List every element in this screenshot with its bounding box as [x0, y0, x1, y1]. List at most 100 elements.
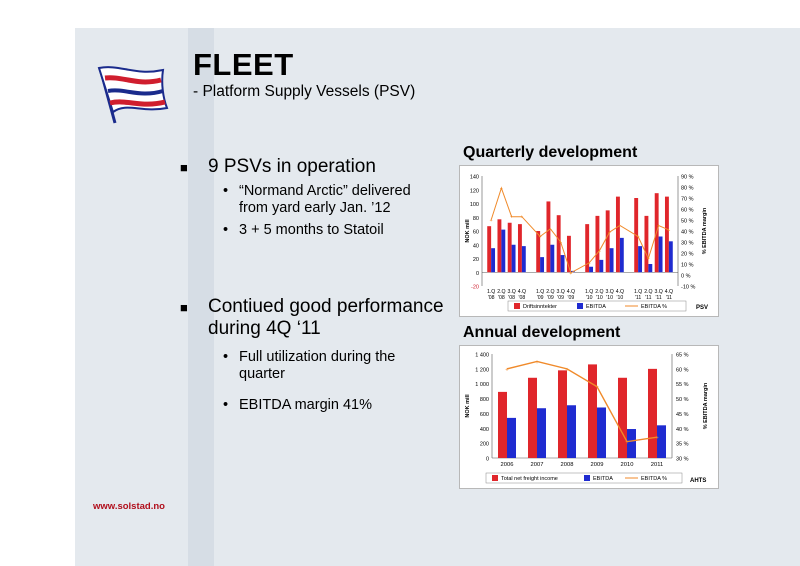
- ebitda-margin-point: +: [510, 215, 513, 221]
- y-tick-label: 200: [480, 442, 489, 448]
- ebitda-margin-line: [506, 360, 658, 443]
- x-tick-label: 1.Q: [536, 289, 544, 295]
- y-axis-label: NOK mill: [465, 394, 471, 418]
- y-tick-label: 20: [473, 257, 479, 263]
- ebitda-bar: [619, 237, 624, 273]
- x-tick-label: 3.Q: [507, 289, 515, 295]
- x-tick-label: '10: [616, 295, 623, 301]
- legend-label: Driftsinntekter: [523, 304, 557, 310]
- y2-tick-label: 70 %: [681, 197, 694, 203]
- ebitda-margin-point: +: [505, 367, 509, 373]
- bullet-dot-icon: •: [223, 349, 229, 365]
- sub-bullet-text: EBITDA margin 41%: [239, 397, 372, 413]
- y-tick-label: 400: [480, 427, 489, 433]
- legend-box: [507, 300, 687, 312]
- x-tick-label: 2.Q: [497, 289, 505, 295]
- ebitda-bar: [521, 246, 526, 273]
- legend-swatch-ebitda: [577, 303, 583, 309]
- x-tick-label: 2006: [501, 462, 514, 468]
- legend-label: EBITDA %: [641, 476, 667, 482]
- x-tick-label: '11: [645, 295, 651, 301]
- sub-bullet-text: Full utilization during the: [239, 349, 396, 365]
- x-tick-label: 1.Q: [634, 289, 642, 295]
- x-tick-label: '09: [547, 295, 554, 301]
- ebitda-margin-point: +: [565, 367, 569, 373]
- ebitda-margin-point: +: [655, 436, 659, 442]
- ebitda-bar: [511, 244, 516, 273]
- x-tick-label: '10: [596, 295, 603, 301]
- sub-bullet-text: “Normand Arctic” delivered: [239, 183, 411, 199]
- slide-subtitle: - Platform Supply Vessels (PSV): [193, 83, 416, 100]
- revenue-bar: [528, 377, 537, 458]
- y2-tick-label: 10 %: [681, 263, 694, 269]
- ebitda-bar: [627, 429, 636, 458]
- legend-label: Total net freight income: [501, 476, 558, 482]
- ebitda-bar: [609, 248, 614, 273]
- revenue-bar: [648, 368, 657, 458]
- ebitda-margin-point: +: [539, 235, 542, 241]
- bullet-dot-icon: •: [223, 183, 229, 199]
- y-tick-label: 1 000: [475, 382, 489, 388]
- y-tick-label: 100: [470, 202, 479, 208]
- y-tick-label: 0: [486, 457, 489, 463]
- revenue-bar: [618, 377, 627, 458]
- flag-logo-graphic: [97, 66, 169, 124]
- x-tick-label: 1.Q: [487, 289, 495, 295]
- bullet-square-icon: ■: [180, 300, 188, 315]
- revenue-bar: [566, 235, 571, 273]
- ebitda-margin-point: +: [520, 215, 523, 221]
- legend-swatch-revenue: [514, 303, 520, 309]
- y-tick-label: -20: [471, 285, 479, 291]
- revenue-bar: [507, 222, 512, 273]
- ebitda-margin-point: +: [500, 186, 503, 192]
- bullet-text: 9 PSVs in operation: [208, 156, 376, 177]
- annual-chart: 1 400 1 200 1 000 800 600 400 200 0 65 % 60 % 55 %…: [459, 345, 719, 489]
- x-tick-label: 3.Q: [556, 289, 564, 295]
- y-tick-label: 1 400: [475, 353, 489, 359]
- ebitda-margin-line: [490, 186, 670, 274]
- x-tick-label: 2.Q: [546, 289, 554, 295]
- y2-tick-label: 50 %: [681, 219, 694, 225]
- x-tick-label: 4.Q: [616, 289, 624, 295]
- x-tick-label: '08: [498, 295, 505, 301]
- x-tick-label: 2011: [651, 462, 663, 468]
- y2-tick-label: 60 %: [676, 367, 689, 373]
- x-tick-label: '11: [635, 295, 641, 301]
- y-tick-label: 120: [470, 188, 479, 194]
- x-tick-label: 1.Q: [585, 289, 593, 295]
- x-tick-label: 2.Q: [595, 289, 603, 295]
- revenue-bar: [605, 210, 610, 273]
- ebitda-margin-point: +: [647, 257, 650, 263]
- x-tick-label: 2009: [591, 462, 604, 468]
- x-tick-label: '09: [557, 295, 564, 301]
- legend-swatch-revenue: [492, 475, 498, 481]
- ebitda-margin-point: +: [657, 224, 660, 230]
- ebitda-bar: [668, 241, 673, 273]
- revenue-bar: [615, 196, 620, 273]
- footer-url: www.solstad.no: [93, 501, 165, 512]
- y-tick-label: 600: [480, 412, 489, 418]
- legend-label: EBITDA %: [641, 304, 667, 310]
- ebitda-margin-point: +: [667, 228, 670, 234]
- revenue-bar: [487, 226, 492, 273]
- x-tick-label: '11: [655, 295, 661, 301]
- slide-title: FLEET: [193, 47, 294, 82]
- ebitda-bar: [550, 244, 555, 273]
- annual-chart-svg: 1 400 1 200 1 000 800 600 400 200 0 65 % 60 % 55 %…: [465, 353, 709, 485]
- y2-tick-label: 80 %: [681, 186, 694, 192]
- ebitda-margin-point: +: [535, 360, 539, 366]
- x-tick-label: 2007: [531, 462, 544, 468]
- ebitda-bar: [540, 257, 545, 273]
- x-tick-label: 4.Q: [518, 289, 526, 295]
- x-tick-label: '08: [488, 295, 495, 301]
- legend-label: EBITDA: [593, 476, 613, 482]
- x-tick-label: 2.Q: [644, 289, 652, 295]
- chart-side-label: PSV: [696, 305, 708, 311]
- ebitda-bar: [567, 405, 576, 458]
- revenue-bar: [595, 215, 600, 273]
- legend-label: EBITDA: [586, 304, 606, 310]
- ebitda-bar: [491, 248, 496, 273]
- ebitda-bar: [560, 255, 565, 273]
- sub-bullet-text: 3 + 5 months to Statoil: [239, 222, 384, 238]
